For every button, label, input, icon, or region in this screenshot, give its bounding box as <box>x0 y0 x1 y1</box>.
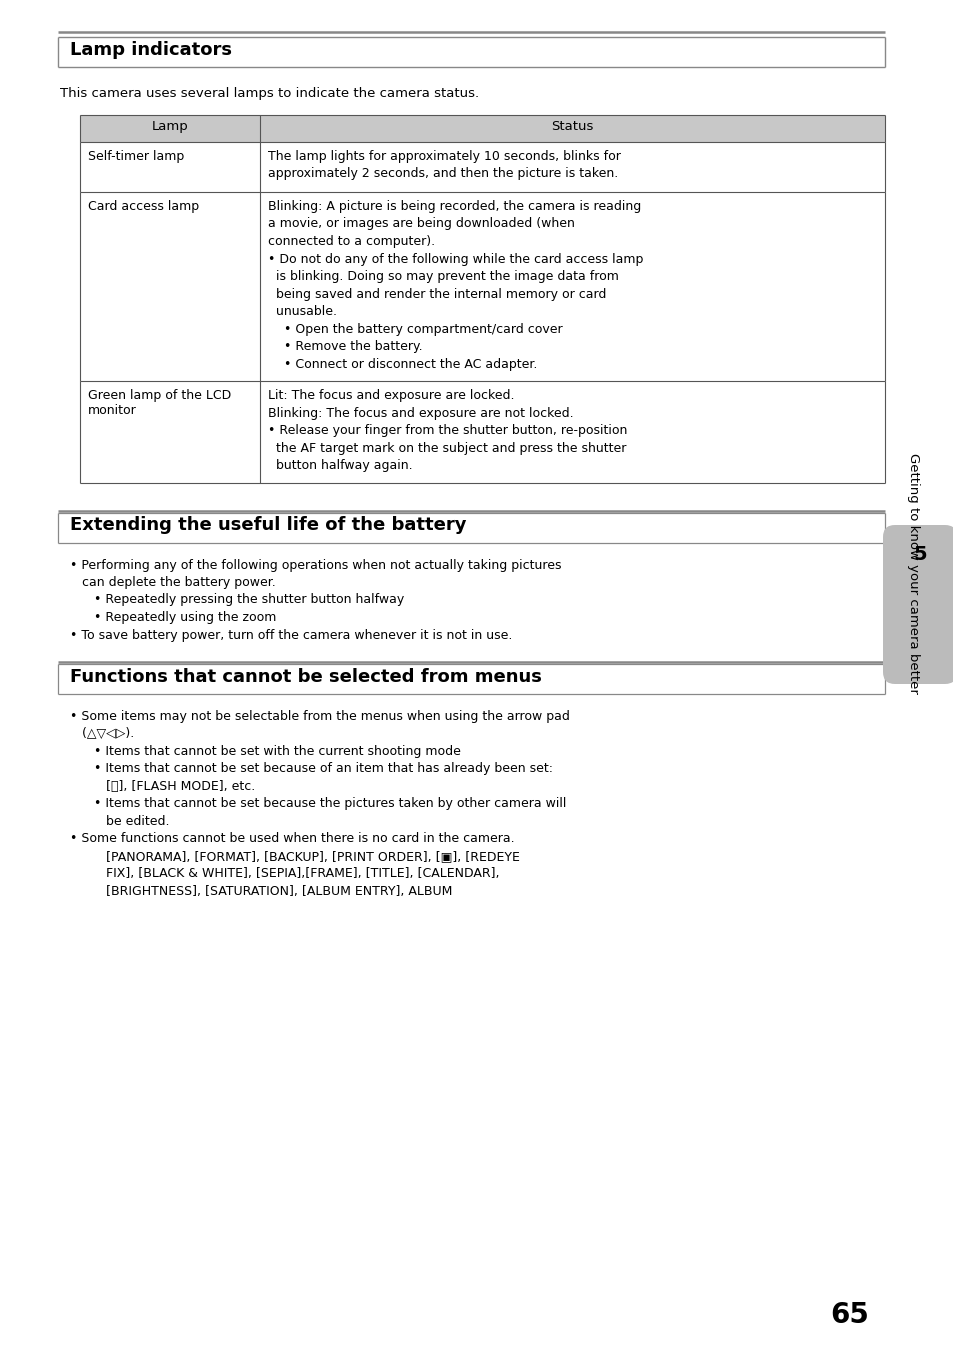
Text: Blinking: A picture is being recorded, the camera is reading: Blinking: A picture is being recorded, t… <box>268 199 640 213</box>
Text: • To save battery power, turn off the camera whenever it is not in use.: • To save battery power, turn off the ca… <box>70 628 512 642</box>
Text: Functions that cannot be selected from menus: Functions that cannot be selected from m… <box>70 668 541 687</box>
Text: • Do not do any of the following while the card access lamp: • Do not do any of the following while t… <box>268 252 642 266</box>
Text: can deplete the battery power.: can deplete the battery power. <box>70 575 275 589</box>
Text: Lamp indicators: Lamp indicators <box>70 41 232 58</box>
Text: 65: 65 <box>830 1301 868 1329</box>
Text: Extending the useful life of the battery: Extending the useful life of the battery <box>70 517 466 535</box>
Text: • Some functions cannot be used when there is no card in the camera.: • Some functions cannot be used when the… <box>70 832 514 845</box>
Text: • Open the battery compartment/card cover: • Open the battery compartment/card cove… <box>268 323 562 335</box>
Text: • Repeatedly pressing the shutter button halfway: • Repeatedly pressing the shutter button… <box>70 593 404 607</box>
Text: [PANORAMA], [FORMAT], [BACKUP], [PRINT ORDER], [▣], [REDEYE: [PANORAMA], [FORMAT], [BACKUP], [PRINT O… <box>70 849 519 863</box>
Text: Lamp: Lamp <box>152 119 188 133</box>
Text: The lamp lights for approximately 10 seconds, blinks for: The lamp lights for approximately 10 sec… <box>268 151 620 163</box>
Text: • Connect or disconnect the AC adapter.: • Connect or disconnect the AC adapter. <box>268 357 537 370</box>
Text: (△▽◁▷).: (△▽◁▷). <box>70 727 134 741</box>
Text: be edited.: be edited. <box>70 816 170 828</box>
Text: Status: Status <box>551 119 593 133</box>
Text: being saved and render the internal memory or card: being saved and render the internal memo… <box>268 288 606 300</box>
Text: Card access lamp: Card access lamp <box>88 199 199 213</box>
Text: a movie, or images are being downloaded (when: a movie, or images are being downloaded … <box>268 217 575 231</box>
Text: • Items that cannot be set because of an item that has already been set:: • Items that cannot be set because of an… <box>70 763 553 775</box>
Text: Getting to know your camera better: Getting to know your camera better <box>906 453 919 693</box>
Text: • Some items may not be selectable from the menus when using the arrow pad: • Some items may not be selectable from … <box>70 710 569 723</box>
Text: Self-timer lamp: Self-timer lamp <box>88 151 184 163</box>
Text: • Release your finger from the shutter button, re-position: • Release your finger from the shutter b… <box>268 423 627 437</box>
Text: connected to a computer).: connected to a computer). <box>268 235 435 248</box>
Text: 5: 5 <box>912 546 926 565</box>
Text: This camera uses several lamps to indicate the camera status.: This camera uses several lamps to indica… <box>60 87 478 100</box>
Bar <box>80 115 884 142</box>
Text: • Remove the battery.: • Remove the battery. <box>268 341 422 353</box>
Text: • Repeatedly using the zoom: • Repeatedly using the zoom <box>70 611 276 624</box>
Text: [BRIGHTNESS], [SATURATION], [ALBUM ENTRY], ALBUM: [BRIGHTNESS], [SATURATION], [ALBUM ENTRY… <box>70 885 452 898</box>
Text: Green lamp of the LCD
monitor: Green lamp of the LCD monitor <box>88 389 231 417</box>
FancyBboxPatch shape <box>882 525 953 684</box>
Text: • Performing any of the following operations when not actually taking pictures: • Performing any of the following operat… <box>70 559 561 571</box>
Text: is blinking. Doing so may prevent the image data from: is blinking. Doing so may prevent the im… <box>268 270 618 284</box>
Text: Blinking: The focus and exposure are not locked.: Blinking: The focus and exposure are not… <box>268 407 573 419</box>
Text: [Ⓢ], [FLASH MODE], etc.: [Ⓢ], [FLASH MODE], etc. <box>70 780 255 792</box>
Text: button halfway again.: button halfway again. <box>268 459 413 472</box>
Text: FIX], [BLACK & WHITE], [SEPIA],[FRAME], [TITLE], [CALENDAR],: FIX], [BLACK & WHITE], [SEPIA],[FRAME], … <box>70 867 499 881</box>
Text: Lit: The focus and exposure are locked.: Lit: The focus and exposure are locked. <box>268 389 514 402</box>
Text: approximately 2 seconds, and then the picture is taken.: approximately 2 seconds, and then the pi… <box>268 167 618 180</box>
Text: • Items that cannot be set because the pictures taken by other camera will: • Items that cannot be set because the p… <box>70 798 566 810</box>
Text: • Items that cannot be set with the current shooting mode: • Items that cannot be set with the curr… <box>70 745 460 759</box>
Text: the AF target mark on the subject and press the shutter: the AF target mark on the subject and pr… <box>268 441 626 455</box>
Text: unusable.: unusable. <box>268 305 336 318</box>
